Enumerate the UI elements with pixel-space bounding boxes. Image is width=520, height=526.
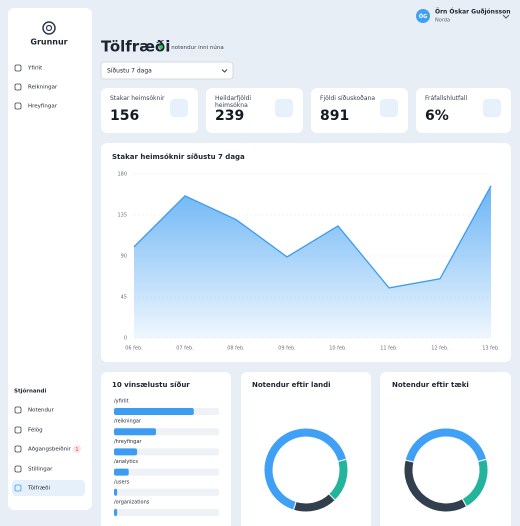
stat-card: Heildarfjöldi heimsókna 239: [206, 88, 303, 133]
nav-item[interactable]: Aðgangsbeiðnir: [28, 447, 72, 453]
stat-label: Fráfallshlutfall: [425, 95, 468, 102]
page-label: /yfirlit: [114, 399, 129, 405]
stat-value: 6%: [425, 108, 449, 124]
y-tick-label: 45: [121, 295, 127, 301]
page-label: /users: [114, 479, 130, 485]
status: 6 notendur inni núna: [166, 44, 224, 51]
select-chevron: [221, 69, 228, 73]
nav-icon: [14, 484, 22, 492]
user-chevron[interactable]: [502, 14, 510, 19]
x-tick-label: 11 feb.: [380, 346, 398, 352]
nav-item[interactable]: Tölfræði: [27, 486, 50, 492]
page-label: /reikningar: [114, 419, 142, 425]
nav: Yfirlit Reikningar Hreyfingar: [14, 64, 58, 110]
nav-item[interactable]: Hreyfingar: [28, 104, 58, 110]
badge-text: 1: [75, 447, 78, 453]
page-label: /hreyfingar: [114, 439, 142, 445]
stat-icon: [170, 99, 188, 117]
logo: [42, 21, 56, 35]
chart-title: Notendur eftir tæki: [392, 381, 469, 389]
stat-icon: [380, 99, 398, 117]
nav-icon: [14, 406, 22, 414]
logo-inner: [45, 24, 53, 32]
y-tick-label: 180: [117, 172, 127, 178]
nav-icon: [14, 83, 22, 91]
bar-track: [114, 448, 219, 456]
stat-icon: [483, 99, 501, 117]
brand: Grunnur: [30, 38, 67, 47]
active-item: [12, 480, 85, 496]
nav-icon: [14, 426, 22, 434]
bar: [114, 428, 156, 436]
page-label: /analytics: [114, 459, 138, 465]
admin-nav: Notendur Félög Aðgangsbeiðnir Stillingar Töl…: [14, 406, 72, 492]
nav-icon: [14, 445, 22, 453]
donut-segment: [263, 427, 348, 511]
bar: [114, 488, 118, 496]
chart-title: Stakar heimsóknir síðustu 7 daga: [112, 153, 245, 161]
status-dot: [159, 45, 163, 49]
stat-value: 891: [320, 108, 350, 124]
stat-value: 239: [215, 108, 245, 124]
period-select[interactable]: [100, 61, 234, 80]
nav-icon: [14, 64, 22, 72]
x-tick-label: 06 feb.: [125, 346, 143, 352]
bar: [114, 448, 138, 456]
area: [134, 185, 491, 338]
nav-item[interactable]: Félög: [28, 427, 43, 434]
line: [133, 185, 492, 289]
page-title: Tölfræði: [101, 38, 170, 56]
period-select-text: Síðustu 7 daga: [107, 68, 152, 75]
user-name: Örn Óskar Guðjónsson: [435, 9, 510, 16]
nav-icon: [14, 465, 22, 473]
x-tick-label: 09 feb.: [278, 346, 296, 352]
stat-card: Stakar heimsóknir 156: [101, 88, 198, 133]
avatar-initials: ÖG: [419, 13, 427, 20]
y-tick-label: 90: [121, 254, 127, 260]
bar-track: [114, 488, 219, 496]
chart-title: 10 vinsælustu síður: [112, 381, 190, 389]
sidebar: [8, 8, 92, 510]
stat-card: Fráfallshlutfall 6%: [416, 88, 511, 133]
stat-card: Fjöldi síðuskoðana 891: [311, 88, 408, 133]
stat-label: Heildarfjöldi heimsókna: [215, 95, 252, 109]
x-tick-label: 10 feb.: [329, 346, 347, 352]
bar-track: [114, 468, 219, 476]
nav-item[interactable]: Stillingar: [28, 467, 53, 473]
user-org: Norda: [435, 18, 450, 24]
nav-item[interactable]: Yfirlit: [27, 66, 43, 72]
avatar[interactable]: [416, 9, 430, 23]
page-label: /organizations: [114, 500, 150, 506]
stat-label: Stakar heimsóknir: [110, 95, 165, 102]
x-tick-label: 07 feb.: [176, 346, 194, 352]
bar: [114, 509, 118, 516]
bar: [114, 408, 194, 415]
x-tick-label: 13 feb.: [482, 346, 500, 352]
nav-item[interactable]: Notendur: [28, 408, 54, 414]
y-tick-label: 0: [124, 336, 127, 342]
badge: [73, 445, 81, 453]
bar-track: [114, 509, 219, 516]
section-label: Stjórnandi: [14, 388, 46, 395]
x-tick-label: 08 feb.: [227, 346, 245, 352]
chart-title: Notendur eftir landi: [252, 381, 331, 389]
nav-item[interactable]: Reikningar: [28, 85, 58, 91]
donut-segment: [404, 427, 488, 463]
stat-label: Fjöldi síðuskoðana: [320, 95, 375, 102]
x-tick-label: 12 feb.: [431, 346, 449, 352]
stat-icon: [275, 99, 293, 117]
bar: [114, 468, 129, 476]
stat-value: 156: [110, 108, 140, 124]
y-tick-label: 135: [117, 213, 127, 219]
nav-icon: [14, 102, 22, 110]
